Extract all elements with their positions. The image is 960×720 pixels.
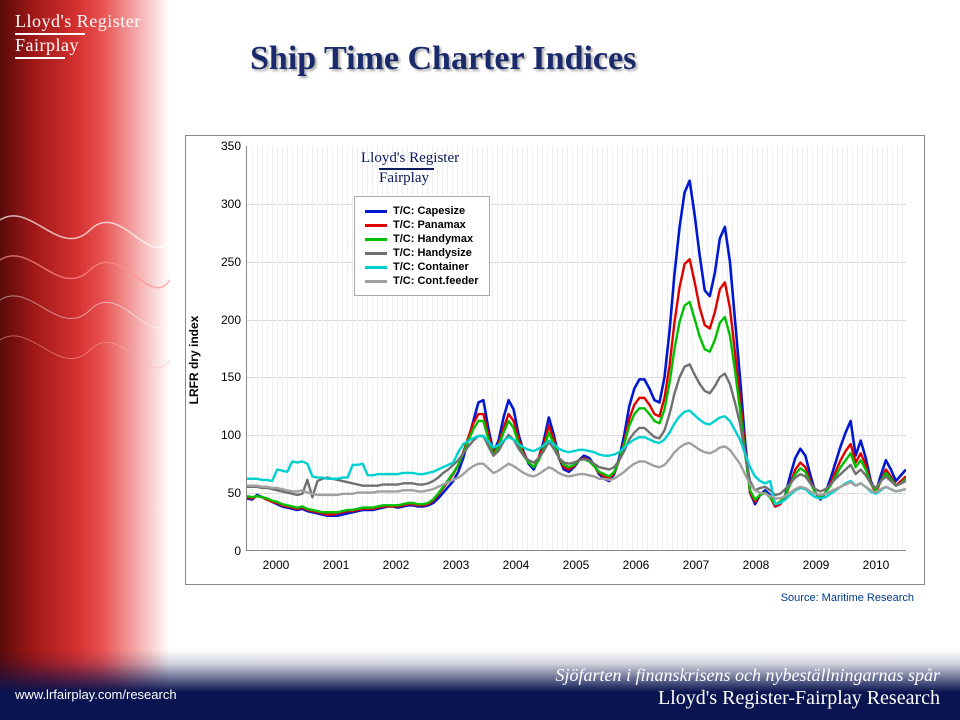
y-tick-label: 150 bbox=[186, 370, 241, 384]
x-tick-label: 2004 bbox=[503, 558, 530, 572]
source-label: Source: Maritime Research bbox=[781, 592, 914, 604]
y-tick-label: 300 bbox=[186, 197, 241, 211]
footer-title: Lloyd's Register-Fairplay Research bbox=[658, 687, 940, 710]
plot-area bbox=[246, 146, 906, 551]
x-tick-label: 2002 bbox=[383, 558, 410, 572]
x-tick-label: 2010 bbox=[863, 558, 890, 572]
legend-swatch bbox=[365, 252, 387, 255]
y-tick-label: 50 bbox=[186, 486, 241, 500]
legend-label: T/C: Container bbox=[393, 261, 469, 273]
legend-label: T/C: Cont.feeder bbox=[393, 275, 479, 287]
x-tick-label: 2000 bbox=[263, 558, 290, 572]
legend-swatch bbox=[365, 280, 387, 283]
series-line bbox=[247, 181, 906, 516]
x-tick-label: 2001 bbox=[323, 558, 350, 572]
footer: www.lrfairplay.com/research Sjöfarten i … bbox=[0, 660, 960, 720]
x-tick-label: 2008 bbox=[743, 558, 770, 572]
footer-url: www.lrfairplay.com/research bbox=[15, 687, 177, 702]
y-tick-label: 200 bbox=[186, 313, 241, 327]
chart-logo: Lloyd's Register Fairplay bbox=[361, 151, 459, 186]
y-tick-label: 250 bbox=[186, 255, 241, 269]
brand-logo-line2: Fairplay bbox=[15, 36, 141, 54]
y-tick-label: 0 bbox=[186, 544, 241, 558]
legend-item: T/C: Handymax bbox=[365, 233, 479, 245]
legend-label: T/C: Capesize bbox=[393, 205, 465, 217]
chart-container: LRFR dry index Lloyd's Register Fairplay… bbox=[185, 135, 925, 585]
x-tick-label: 2006 bbox=[623, 558, 650, 572]
x-tick-label: 2009 bbox=[803, 558, 830, 572]
x-tick-label: 2005 bbox=[563, 558, 590, 572]
legend-label: T/C: Handymax bbox=[393, 233, 473, 245]
brand-logo-line1: Lloyd's Register bbox=[15, 12, 141, 30]
legend-label: T/C: Handysize bbox=[393, 247, 472, 259]
chart-legend: T/C: Capesize T/C: Panamax T/C: Handymax T/… bbox=[354, 196, 490, 296]
legend-swatch bbox=[365, 238, 387, 241]
legend-swatch bbox=[365, 224, 387, 227]
legend-item: T/C: Panamax bbox=[365, 219, 479, 231]
legend-swatch bbox=[365, 210, 387, 213]
legend-item: T/C: Cont.feeder bbox=[365, 275, 479, 287]
footer-subtitle: Sjöfarten i finanskrisens och nybeställn… bbox=[556, 665, 941, 686]
legend-swatch bbox=[365, 266, 387, 269]
y-tick-label: 100 bbox=[186, 428, 241, 442]
legend-item: T/C: Capesize bbox=[365, 205, 479, 217]
x-tick-label: 2007 bbox=[683, 558, 710, 572]
x-tick-label: 2003 bbox=[443, 558, 470, 572]
brand-logo-top: Lloyd's Register Fairplay bbox=[15, 12, 141, 59]
legend-item: T/C: Container bbox=[365, 261, 479, 273]
legend-label: T/C: Panamax bbox=[393, 219, 466, 231]
legend-item: T/C: Handysize bbox=[365, 247, 479, 259]
page-title: Ship Time Charter Indices bbox=[250, 40, 636, 78]
y-tick-label: 350 bbox=[186, 139, 241, 153]
left-decorative-band bbox=[0, 0, 170, 720]
y-axis-label: LRFR dry index bbox=[187, 316, 201, 405]
